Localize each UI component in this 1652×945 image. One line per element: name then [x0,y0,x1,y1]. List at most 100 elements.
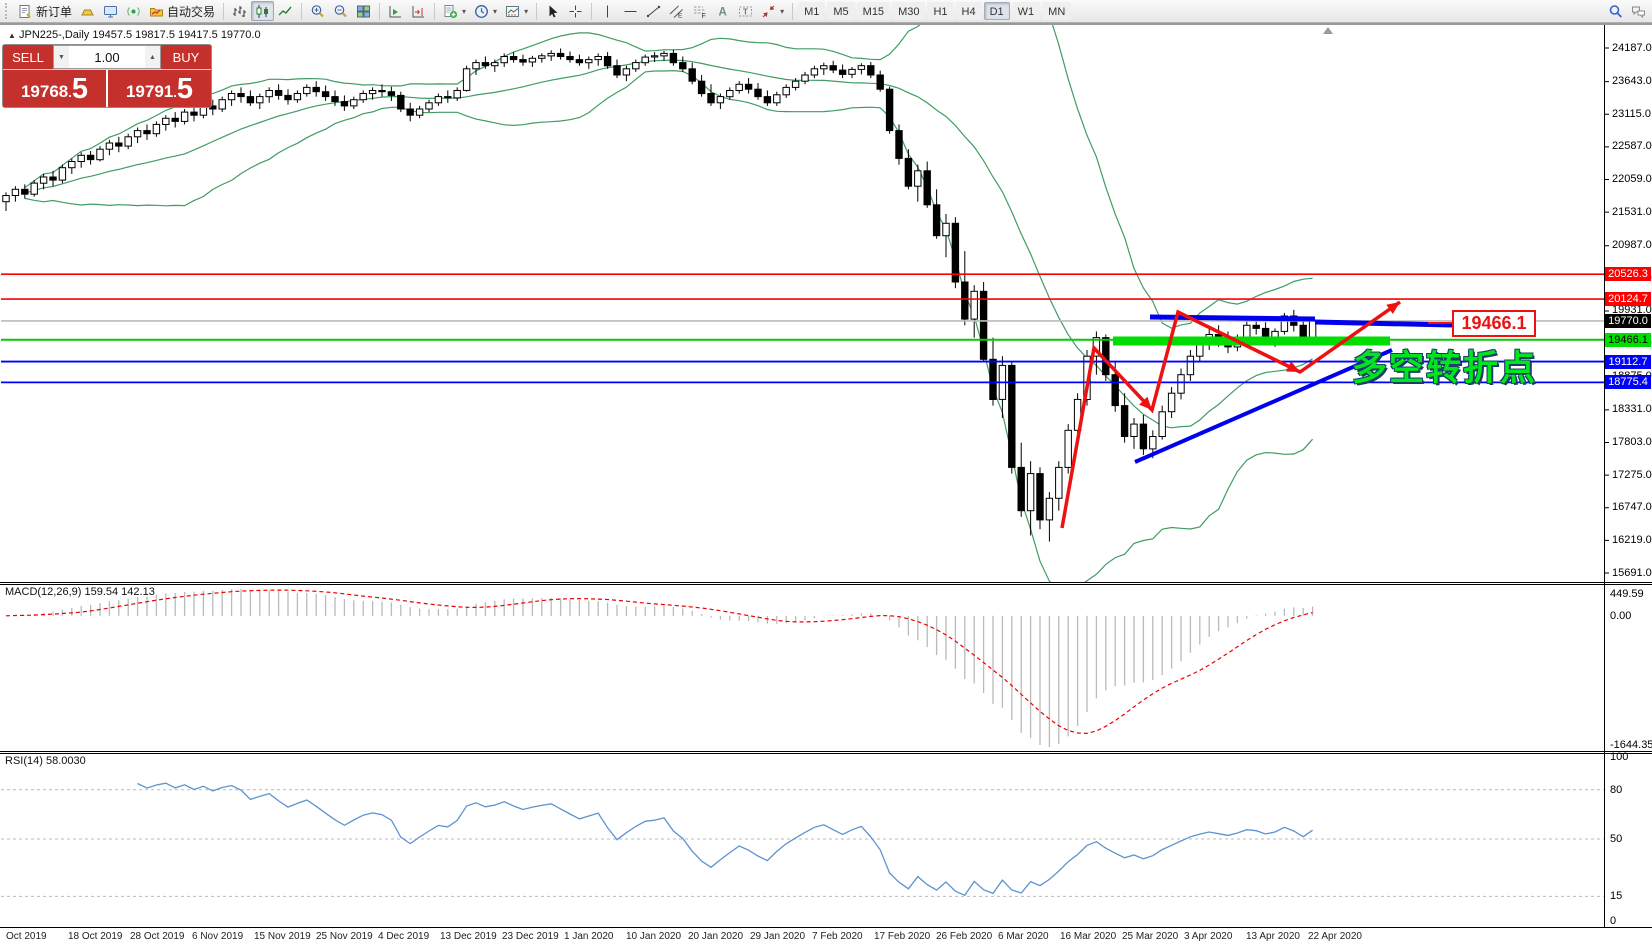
zoom-out-button[interactable] [329,1,352,21]
buy-price[interactable]: 19791. 5 [108,70,211,107]
periods-button[interactable]: ▾ [470,1,501,21]
date-label: 3 Apr 2020 [1184,931,1233,942]
sell-price[interactable]: 19768. 5 [3,70,108,107]
autotrading-icon [150,7,164,16]
vertical-line-button[interactable] [596,1,619,21]
trendline-button[interactable] [642,1,665,21]
candles-chart-button[interactable] [251,1,275,21]
date-label: 13 Apr 2020 [1246,931,1300,942]
line-chart-button[interactable] [274,1,297,21]
chart-shift-button[interactable] [407,1,430,21]
volume-increase-button[interactable]: ▲ [145,46,160,68]
gold-button[interactable] [76,1,99,21]
line-chart-icon [278,6,292,15]
zoom-in-icon [311,4,324,17]
toolbar-separator [223,2,225,20]
templates-dropdown-icon[interactable]: ▾ [524,6,529,16]
signal-button[interactable] [122,1,145,21]
timeframe-h4[interactable]: H4 [955,2,982,20]
macd-label: MACD(12,26,9) 159.54 142.13 [5,586,155,598]
date-label: 7 Feb 2020 [812,931,863,942]
auto-scroll-button[interactable] [384,1,407,21]
price-tick: 21531.0 [1612,206,1652,218]
horizontal-line-button[interactable] [619,1,642,21]
svg-text:A: A [719,6,727,18]
autotrading-button[interactable]: 自动交易 [145,1,219,21]
tile-windows-button[interactable] [352,1,375,21]
price-tick: 18331.0 [1612,403,1652,415]
gold-icon [81,9,94,15]
volume-input[interactable] [69,46,145,68]
arrows-dropdown-icon[interactable]: ▾ [780,6,785,16]
date-label: 16 Mar 2020 [1060,931,1117,942]
timeframe-m15[interactable]: M15 [856,2,891,20]
text-button[interactable]: A [711,1,734,21]
date-label: 28 Oct 2019 [130,931,185,942]
zoom-in-button[interactable] [306,1,329,21]
indicators-dropdown-icon[interactable]: ▾ [462,6,467,16]
toolbar-separator [591,2,593,20]
indicators-button[interactable]: ▾ [439,1,470,21]
price-tick: 24187.0 [1612,42,1652,54]
price-axis-border [1604,25,1605,927]
buy-button[interactable]: BUY [161,45,211,69]
fibonacci-icon: F [694,6,706,19]
price-tick: 17803.0 [1612,436,1652,448]
date-label: 10 Jan 2020 [626,931,682,942]
timeframe-h1[interactable]: H1 [927,2,954,20]
cursor-icon [549,5,558,17]
rsi-line [137,782,1313,897]
arrows-button[interactable]: ▾ [757,1,788,21]
red-zigzag-arrow [1060,300,1402,529]
pane-separator[interactable] [0,751,1652,754]
timeframe-m1[interactable]: M1 [798,2,826,20]
chat-button[interactable] [1627,1,1650,21]
cursor-button[interactable] [541,1,564,21]
new-order-label: 新订单 [36,4,73,19]
volume-decrease-button[interactable]: ▼ [54,46,69,68]
rsi-axis-label: 0 [1610,915,1617,927]
date-label: 17 Feb 2020 [874,931,931,942]
sell-button[interactable]: SELL [3,45,53,69]
fibonacci-button[interactable]: F [688,1,711,21]
channel-button[interactable]: E [665,1,688,21]
timeframe-w1[interactable]: W1 [1011,2,1041,20]
timeframe-m30[interactable]: M30 [892,2,926,20]
text-label-button[interactable]: T [734,1,757,21]
periods-dropdown-icon[interactable]: ▾ [493,6,498,16]
macd-axis-max: 449.59 [1610,588,1644,600]
market-watch-button[interactable] [99,1,122,21]
templates-button[interactable]: ▾ [501,1,532,21]
price-tick: 16219.0 [1612,534,1652,546]
timeframe-mn[interactable]: MN [1042,2,1072,20]
auto-scroll-icon [389,5,402,17]
price-tick: 17275.0 [1612,469,1652,481]
toolbar-separator [301,2,303,20]
toolbar: 新订单 自动交易 ▾ ▾ ▾ E F A T ▾ M1 M5 M15 M30 H1 H4 D1 W1 MN [0,0,1652,23]
toolbar-grip [5,3,11,19]
templates-icon [506,5,520,17]
date-label: 29 Jan 2020 [750,931,806,942]
chart-shift-icon [412,5,425,17]
toolbar-separator [536,2,538,20]
new-order-button[interactable]: 新订单 [14,1,76,21]
indicators-icon [444,4,458,18]
crosshair-button[interactable] [564,1,587,21]
price-tick: 23115.0 [1612,108,1651,120]
one-click-trading-panel: SELL ▼ ▲ BUY 19768.5 19791.5 [2,44,212,108]
date-label: 1 Jan 2020 [564,931,614,942]
price-level-label: 19466.1 [1605,333,1651,347]
symbol-label: JPN225-,Daily [18,29,90,41]
arrows-icon [762,5,775,17]
date-label: 25 Mar 2020 [1122,931,1179,942]
shift-marker-icon [1323,27,1333,34]
signal-icon [127,6,140,16]
bars-chart-button[interactable] [228,1,251,21]
price-tick: 22059.0 [1612,173,1652,185]
pane-separator[interactable] [0,582,1652,585]
search-button[interactable] [1604,1,1627,21]
date-label: 18 Oct 2019 [68,931,123,942]
timeframe-m5[interactable]: M5 [827,2,855,20]
timeframe-d1[interactable]: D1 [983,2,1010,20]
